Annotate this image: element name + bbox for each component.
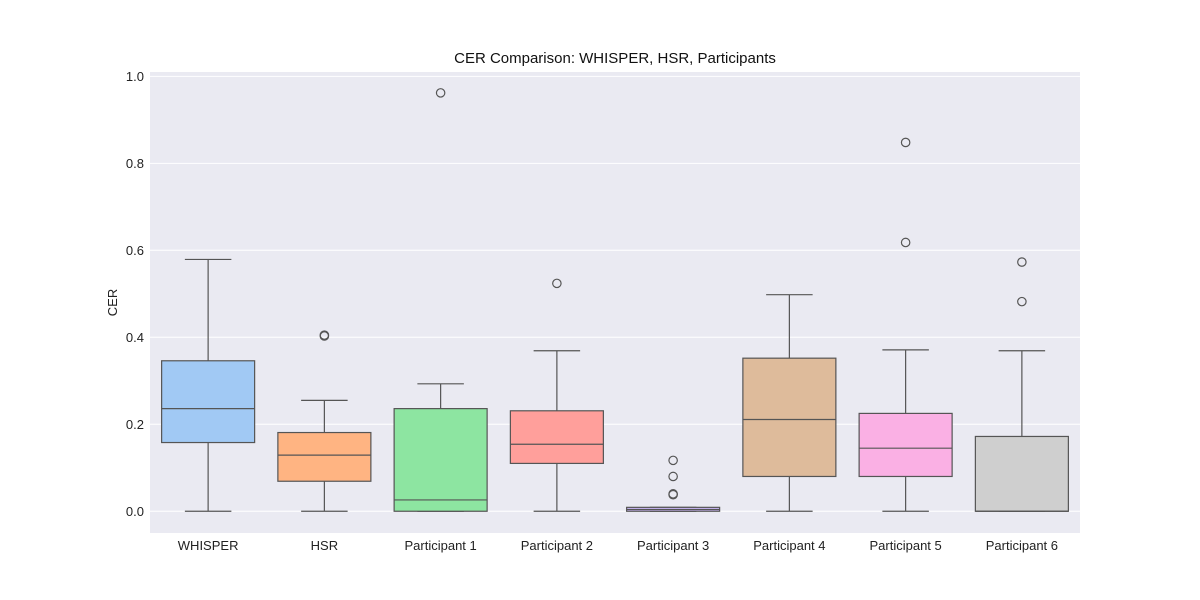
box-group <box>509 278 604 512</box>
box-group <box>974 257 1069 512</box>
x-tick-label: Participant 3 <box>637 538 709 553</box>
y-tick-label: 0.8 <box>126 156 144 171</box>
box <box>277 431 372 482</box>
x-tick-label: Participant 2 <box>521 538 593 553</box>
box <box>161 360 256 444</box>
x-tick-label: Participant 6 <box>986 538 1058 553</box>
box-group <box>277 330 372 512</box>
outlier-point <box>1017 257 1027 267</box>
y-tick-label: 0.2 <box>126 417 144 432</box>
x-tick-label: Participant 1 <box>404 538 476 553</box>
box-group <box>161 258 256 512</box>
x-tick-label: HSR <box>311 538 338 553</box>
chart-title: CER Comparison: WHISPER, HSR, Participan… <box>454 50 776 67</box>
y-tick-label: 1.0 <box>126 69 144 84</box>
outlier-point <box>900 137 911 148</box>
y-tick-label: 0.6 <box>126 243 144 258</box>
outlier-point <box>1017 296 1027 307</box>
outlier-point <box>319 330 330 340</box>
box <box>858 412 953 478</box>
box <box>393 408 488 512</box>
x-tick-label: Participant 5 <box>869 538 941 553</box>
y-tick-label: 0.0 <box>126 504 144 519</box>
boxes <box>161 88 1069 512</box>
outlier-point <box>668 471 678 482</box>
box <box>974 435 1069 512</box>
outlier-point <box>900 237 911 248</box>
box-group <box>626 455 721 512</box>
box <box>509 410 604 465</box>
x-axis: WHISPER HSR Participant 1 Participant 2 Part… <box>178 538 1058 553</box>
outlier-point <box>668 455 678 466</box>
x-tick-label: WHISPER <box>178 538 239 553</box>
box-group <box>742 294 837 512</box>
y-axis-label: CER <box>105 289 120 316</box>
y-tick-label: 0.4 <box>126 330 144 345</box>
outlier-point <box>552 278 562 289</box>
outlier-point <box>435 88 446 98</box>
y-axis: 0.0 0.2 0.4 0.6 0.8 1.0 <box>126 69 144 519</box>
box <box>742 357 837 478</box>
x-tick-label: Participant 4 <box>753 538 825 553</box>
box-group <box>393 88 488 512</box>
outlier-point <box>668 489 678 499</box>
box-group <box>858 137 953 512</box>
